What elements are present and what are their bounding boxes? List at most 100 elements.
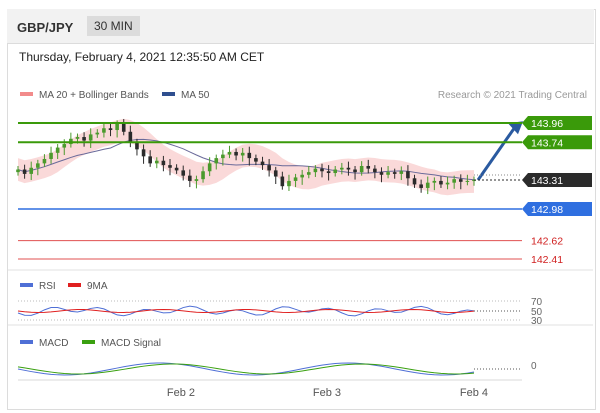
candle-body xyxy=(16,169,20,173)
candle-body xyxy=(181,170,186,176)
chart-header: GBP/JPY 30 MIN xyxy=(7,9,594,44)
candle-body xyxy=(267,165,271,171)
candle-body xyxy=(82,137,86,141)
candle-body xyxy=(313,168,318,173)
candle-body xyxy=(452,179,456,183)
candle-body xyxy=(425,182,430,188)
ma-bb-legend-label: MA 20 + Bollinger Bands xyxy=(39,90,149,101)
candle-body xyxy=(234,151,238,156)
price-levels: 143.96 143.74 143.31 142.98 142.62 142.41 xyxy=(18,116,592,266)
candle-body xyxy=(280,176,285,187)
rsi-legend-swatch xyxy=(20,283,33,287)
candle-body xyxy=(88,134,93,141)
candle-body xyxy=(95,132,100,135)
level-label-142.98: 142.98 xyxy=(531,204,563,216)
candle-body xyxy=(399,171,404,174)
candle-body xyxy=(55,147,60,153)
candle-body xyxy=(154,160,159,164)
macd-signal-legend-swatch xyxy=(82,340,95,344)
candle-body xyxy=(465,180,470,182)
credit-label: Research © 2021 Trading Central xyxy=(438,90,587,101)
candle-body xyxy=(115,123,119,131)
bollinger-bands-area xyxy=(18,118,474,196)
candle-body xyxy=(386,172,390,175)
candle-body xyxy=(227,151,232,155)
candle-body xyxy=(240,152,245,156)
rsi-tick-50: 50 xyxy=(531,307,543,318)
macd-signal-legend-label: MACD Signal xyxy=(101,338,161,349)
level-tag-143.74 xyxy=(522,135,592,150)
candle-body xyxy=(300,174,304,178)
candle-body xyxy=(306,172,311,175)
candle-body xyxy=(379,172,384,175)
macd-line xyxy=(17,362,475,376)
x-tick-feb2: Feb 2 xyxy=(167,387,195,399)
level-label-143.96: 143.96 xyxy=(531,118,563,130)
candle-body xyxy=(62,144,67,148)
candle-body xyxy=(333,169,338,174)
macd-panel xyxy=(17,362,522,376)
level-label-143.31: 143.31 xyxy=(531,175,563,187)
candle-body xyxy=(432,180,437,183)
timeframe-button[interactable]: 30 MIN xyxy=(87,16,140,36)
rsi-panel xyxy=(17,300,522,321)
candle-body xyxy=(135,142,139,150)
level-tag-143.96 xyxy=(522,116,592,130)
candle-body xyxy=(445,182,450,185)
macd-legend-swatch xyxy=(20,340,33,344)
rsi-tick-70: 70 xyxy=(531,297,543,308)
candle-body xyxy=(36,163,40,168)
candle-body xyxy=(174,167,179,171)
candle-body xyxy=(419,184,423,188)
rsi9-line xyxy=(17,308,475,314)
candle-body xyxy=(214,158,219,164)
ma50-legend-label: MA 50 xyxy=(181,90,210,101)
candle-body xyxy=(287,180,291,187)
level-label-142.62: 142.62 xyxy=(531,236,563,248)
x-tick-feb3: Feb 3 xyxy=(313,387,341,399)
candle-body xyxy=(188,175,192,181)
candle-body xyxy=(340,167,344,170)
candle-body xyxy=(320,168,324,172)
level-label-143.74: 143.74 xyxy=(531,137,563,149)
candle-body xyxy=(29,167,34,174)
candle-body xyxy=(42,158,47,164)
candle-body xyxy=(141,149,146,157)
candle-body xyxy=(49,152,53,159)
candle-body xyxy=(293,177,298,181)
candle-body xyxy=(221,154,225,159)
candle-body xyxy=(121,123,126,132)
ma50-legend-swatch xyxy=(162,92,175,96)
candle-body xyxy=(148,156,152,164)
forecast-arrow-line xyxy=(476,124,518,181)
level-label-142.41: 142.41 xyxy=(531,254,563,266)
candle-body xyxy=(458,179,463,182)
price-panel xyxy=(16,118,523,196)
candle-body xyxy=(273,170,278,177)
candle-body xyxy=(346,167,351,170)
candle-body xyxy=(366,166,371,169)
rsi9-legend-swatch xyxy=(68,283,81,287)
level-tag-143.31 xyxy=(522,173,592,188)
candle-body xyxy=(194,179,199,181)
candle-body xyxy=(108,128,113,131)
symbol-label: GBP/JPY xyxy=(17,20,74,35)
rsi-line xyxy=(17,305,475,317)
candle-body xyxy=(326,171,331,174)
macd-tick-0: 0 xyxy=(531,361,537,372)
candle-body xyxy=(207,163,212,172)
candle-body xyxy=(168,165,172,168)
candle-body xyxy=(201,171,205,180)
candle-body xyxy=(22,169,27,174)
macd-legend-label: MACD xyxy=(39,338,68,349)
candle-body xyxy=(260,161,265,166)
candle-body xyxy=(373,168,377,173)
forecast-arrow-head xyxy=(508,121,523,135)
candle-body xyxy=(247,152,252,159)
candle-body xyxy=(439,180,443,185)
candle-body xyxy=(128,131,133,143)
candle-body xyxy=(359,166,364,173)
ma50-line xyxy=(17,138,475,181)
candle-body xyxy=(75,137,80,139)
